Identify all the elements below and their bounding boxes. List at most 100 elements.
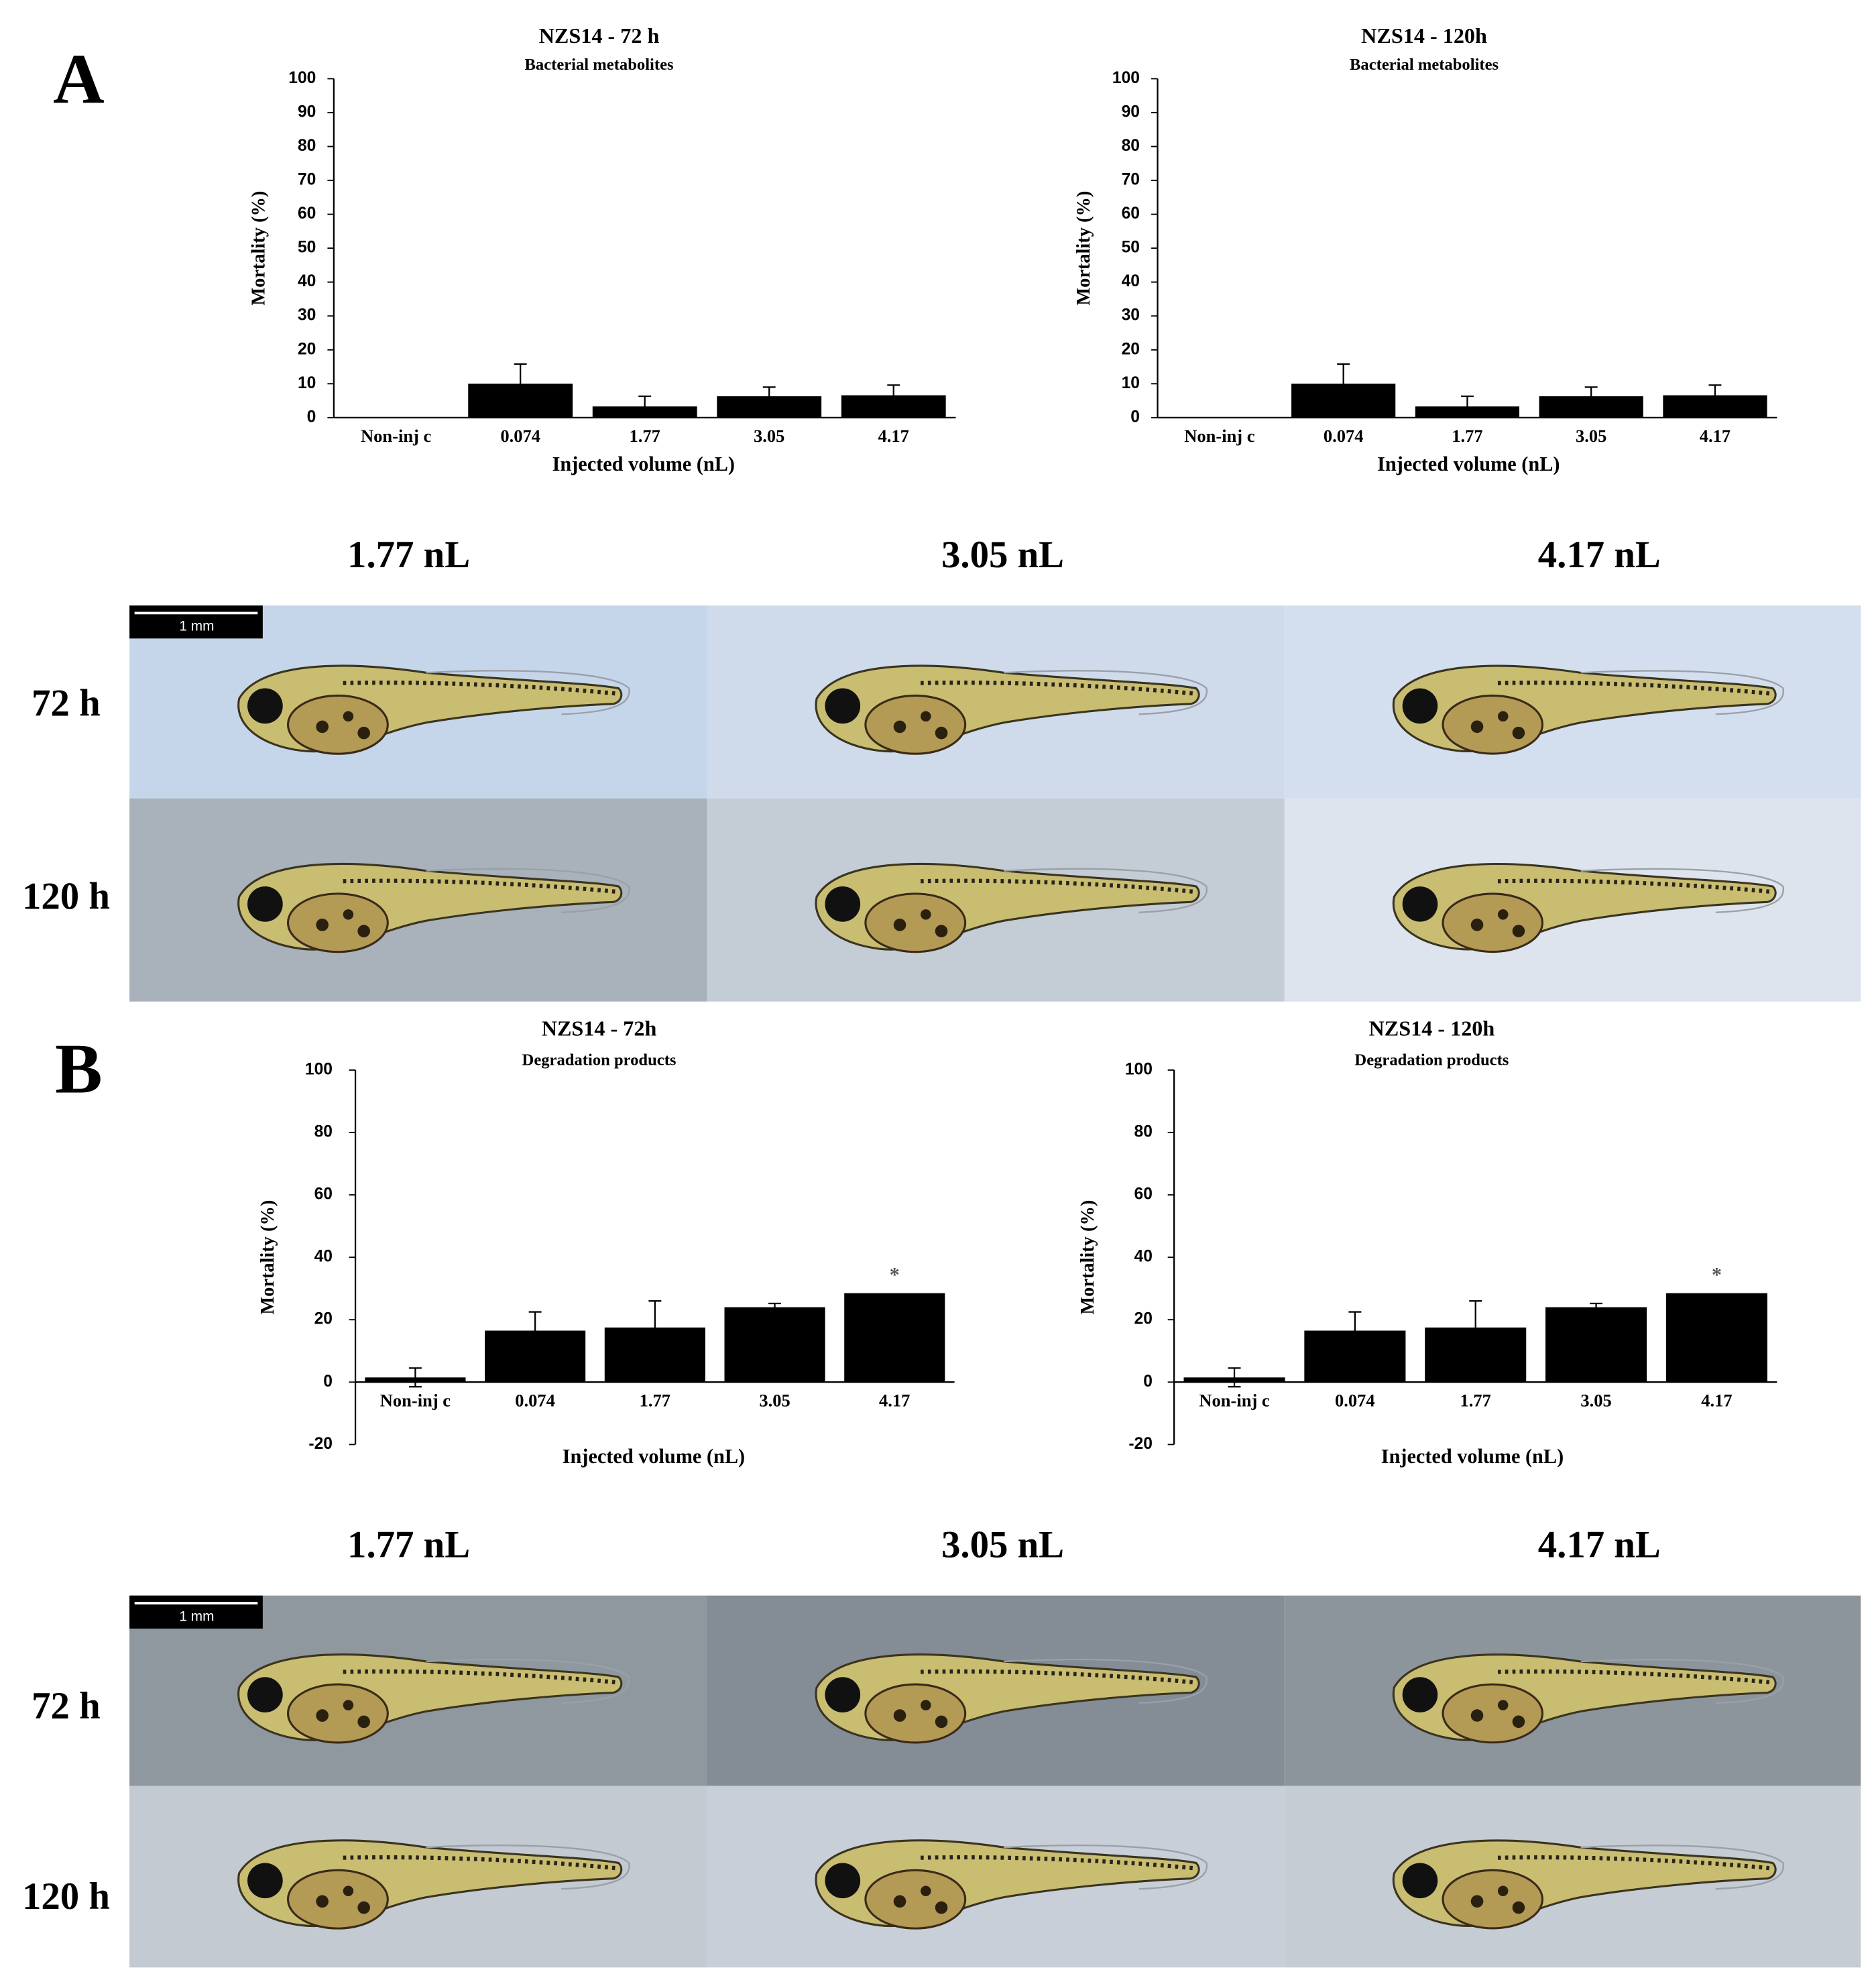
scale-bar-label: 1 mm bbox=[179, 1609, 214, 1624]
y-tick-label: 80 bbox=[1134, 1123, 1153, 1141]
chart-title: NZS14 - 120h bbox=[1361, 23, 1487, 48]
column-header: 3.05 nL bbox=[941, 1524, 1064, 1566]
x-tick-label: Non-inj c bbox=[380, 1391, 451, 1411]
row-label: 120 h bbox=[22, 1875, 110, 1918]
row-label: 120 h bbox=[22, 875, 110, 917]
x-axis-label: Injected volume (nL) bbox=[1381, 1445, 1564, 1468]
error-bar bbox=[1708, 384, 1722, 406]
y-tick-label: 90 bbox=[298, 103, 316, 121]
y-tick-label: 30 bbox=[298, 306, 316, 325]
y-tick-label: 100 bbox=[1125, 1060, 1153, 1078]
row-label: 72 h bbox=[32, 1685, 101, 1727]
x-tick-label: 1.77 bbox=[630, 426, 660, 446]
error-bar bbox=[887, 384, 900, 406]
error-bar bbox=[762, 386, 776, 406]
row-label: 72 h bbox=[32, 683, 101, 725]
scale-bar-box bbox=[129, 605, 263, 639]
error-bar bbox=[1584, 386, 1598, 406]
annotation: * bbox=[890, 1263, 900, 1286]
error-bar bbox=[768, 1302, 782, 1312]
x-tick-label: Non-inj c bbox=[1199, 1391, 1270, 1411]
x-tick-label: 0.074 bbox=[1324, 426, 1364, 446]
y-axis-label: Mortality (%) bbox=[249, 191, 270, 306]
y-tick-label: 60 bbox=[1134, 1185, 1153, 1204]
x-tick-label: 3.05 bbox=[759, 1391, 790, 1411]
y-axis-label: Mortality (%) bbox=[1077, 1200, 1098, 1315]
column-header: 4.17 nL bbox=[1538, 1524, 1661, 1566]
y-tick-label: 0 bbox=[1143, 1373, 1153, 1391]
x-tick-label: 3.05 bbox=[754, 426, 784, 446]
y-tick-label: -20 bbox=[1128, 1435, 1153, 1453]
annotation: * bbox=[1712, 1263, 1722, 1286]
y-tick-label: 0 bbox=[307, 408, 316, 426]
y-tick-label: 60 bbox=[1122, 205, 1140, 223]
y-tick-label: 30 bbox=[1122, 306, 1140, 325]
error-bar bbox=[514, 363, 527, 404]
error-bar bbox=[1337, 363, 1350, 404]
bar bbox=[1665, 1293, 1767, 1383]
y-axis-label: Mortality (%) bbox=[1073, 191, 1094, 306]
y-tick-label: 20 bbox=[1122, 340, 1140, 358]
error-bar bbox=[1460, 395, 1474, 418]
x-tick-label: 0.074 bbox=[515, 1391, 555, 1411]
column-header: 1.77 nL bbox=[347, 1524, 470, 1566]
y-tick-label: 0 bbox=[323, 1373, 333, 1391]
error-bar bbox=[408, 1367, 422, 1388]
y-tick-label: -20 bbox=[308, 1435, 333, 1453]
chart-subtitle: Degradation products bbox=[1354, 1051, 1509, 1069]
y-tick-label: 80 bbox=[1122, 137, 1140, 155]
chart-title: NZS14 - 72 h bbox=[539, 23, 660, 48]
y-tick-label: 60 bbox=[314, 1185, 333, 1204]
y-tick-label: 10 bbox=[1122, 374, 1140, 392]
error-bar bbox=[528, 1311, 542, 1350]
y-tick-label: 20 bbox=[298, 340, 316, 358]
y-tick-label: 50 bbox=[298, 239, 316, 257]
y-tick-label: 40 bbox=[298, 272, 316, 290]
y-tick-label: 70 bbox=[1122, 171, 1140, 189]
y-tick-label: 60 bbox=[298, 205, 316, 223]
x-tick-label: 1.77 bbox=[1452, 426, 1482, 446]
bar bbox=[844, 1293, 945, 1383]
error-bar bbox=[638, 395, 652, 418]
y-tick-label: 70 bbox=[298, 171, 316, 189]
chart-subtitle: Bacterial metabolites bbox=[524, 56, 673, 74]
error-bar bbox=[1590, 1302, 1603, 1312]
error-bar bbox=[648, 1300, 662, 1355]
chart-subtitle: Degradation products bbox=[522, 1051, 677, 1069]
y-tick-label: 20 bbox=[314, 1310, 333, 1328]
panel-label: B bbox=[55, 1030, 103, 1108]
y-tick-label: 40 bbox=[1122, 272, 1140, 290]
error-bar bbox=[1348, 1311, 1362, 1350]
x-tick-label: 4.17 bbox=[878, 426, 909, 446]
bar bbox=[1545, 1307, 1647, 1383]
y-tick-label: 80 bbox=[314, 1123, 333, 1141]
chart-subtitle: Bacterial metabolites bbox=[1350, 56, 1499, 74]
column-header: 4.17 nL bbox=[1538, 534, 1661, 576]
scale-bar-label: 1 mm bbox=[179, 619, 214, 634]
x-tick-label: 4.17 bbox=[1700, 426, 1731, 446]
y-tick-label: 40 bbox=[1134, 1248, 1153, 1266]
y-tick-label: 80 bbox=[298, 137, 316, 155]
chart-title: NZS14 - 72h bbox=[542, 1016, 657, 1041]
bar bbox=[724, 1307, 825, 1383]
x-tick-label: 1.77 bbox=[1460, 1391, 1491, 1411]
y-tick-label: 50 bbox=[1122, 239, 1140, 257]
y-tick-label: 0 bbox=[1130, 408, 1140, 426]
panel-label: A bbox=[53, 40, 105, 118]
y-axis-label: Mortality (%) bbox=[257, 1200, 278, 1315]
x-axis-label: Injected volume (nL) bbox=[1377, 453, 1560, 475]
x-tick-label: 0.074 bbox=[500, 426, 540, 446]
y-tick-label: 100 bbox=[305, 1060, 333, 1078]
y-tick-label: 90 bbox=[1122, 103, 1140, 121]
x-axis-label: Injected volume (nL) bbox=[552, 453, 735, 475]
x-tick-label: 1.77 bbox=[640, 1391, 670, 1411]
x-axis-label: Injected volume (nL) bbox=[563, 1445, 745, 1468]
x-tick-label: 4.17 bbox=[879, 1391, 910, 1411]
x-tick-label: 0.074 bbox=[1335, 1391, 1375, 1411]
x-tick-label: 3.05 bbox=[1580, 1391, 1611, 1411]
scale-bar-box bbox=[129, 1595, 263, 1629]
x-tick-label: 4.17 bbox=[1701, 1391, 1732, 1411]
y-tick-label: 20 bbox=[1134, 1310, 1153, 1328]
x-tick-label: 3.05 bbox=[1576, 426, 1606, 446]
